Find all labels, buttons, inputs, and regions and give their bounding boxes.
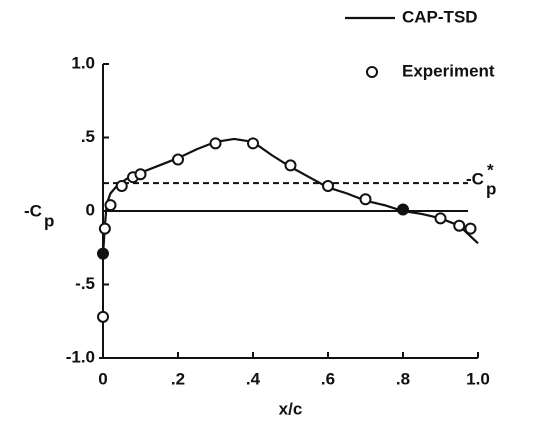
experiment-point (284, 159, 297, 172)
y-tick-label: .5 (81, 127, 95, 146)
y-tick-label: -1.0 (66, 347, 95, 366)
x-axis-label: x/c (279, 399, 303, 418)
experiment-point (464, 222, 477, 235)
experiment-point (97, 247, 109, 260)
legend-label: CAP-TSD (402, 7, 478, 26)
x-tick-label: .4 (246, 369, 261, 388)
y-axis-label: -C (24, 201, 42, 220)
experiment-point (172, 153, 184, 166)
reference-label-sup: * (487, 161, 494, 180)
experiment-point (397, 203, 409, 216)
x-tick-label: .2 (171, 369, 185, 388)
experiment-point (98, 222, 111, 235)
x-tick-label: .6 (321, 369, 335, 388)
y-axis-label-sub: p (44, 211, 54, 230)
reference-label: -C (466, 170, 484, 189)
legend-label: Experiment (402, 61, 495, 80)
x-tick-label: .8 (396, 369, 410, 388)
experiment-point (115, 180, 128, 193)
legend-marker (366, 66, 378, 78)
x-tick-label: 0 (98, 369, 107, 388)
experiment-point (134, 168, 147, 181)
cap-tsd-line (101, 137, 479, 256)
y-tick-label: 1.0 (71, 53, 95, 72)
experiment-point (359, 193, 372, 206)
experiment-point (209, 137, 222, 150)
experiment-point (434, 212, 447, 225)
experiment-point (97, 310, 109, 323)
y-tick-label: 0 (86, 200, 95, 219)
experiment-point (104, 199, 117, 212)
reference-label-sub: p (486, 180, 496, 199)
experiment-point (322, 180, 334, 193)
experiment-point (453, 219, 466, 232)
y-tick-label: -.5 (75, 274, 95, 293)
x-tick-label: 1.0 (466, 369, 490, 388)
experiment-point (247, 137, 259, 150)
